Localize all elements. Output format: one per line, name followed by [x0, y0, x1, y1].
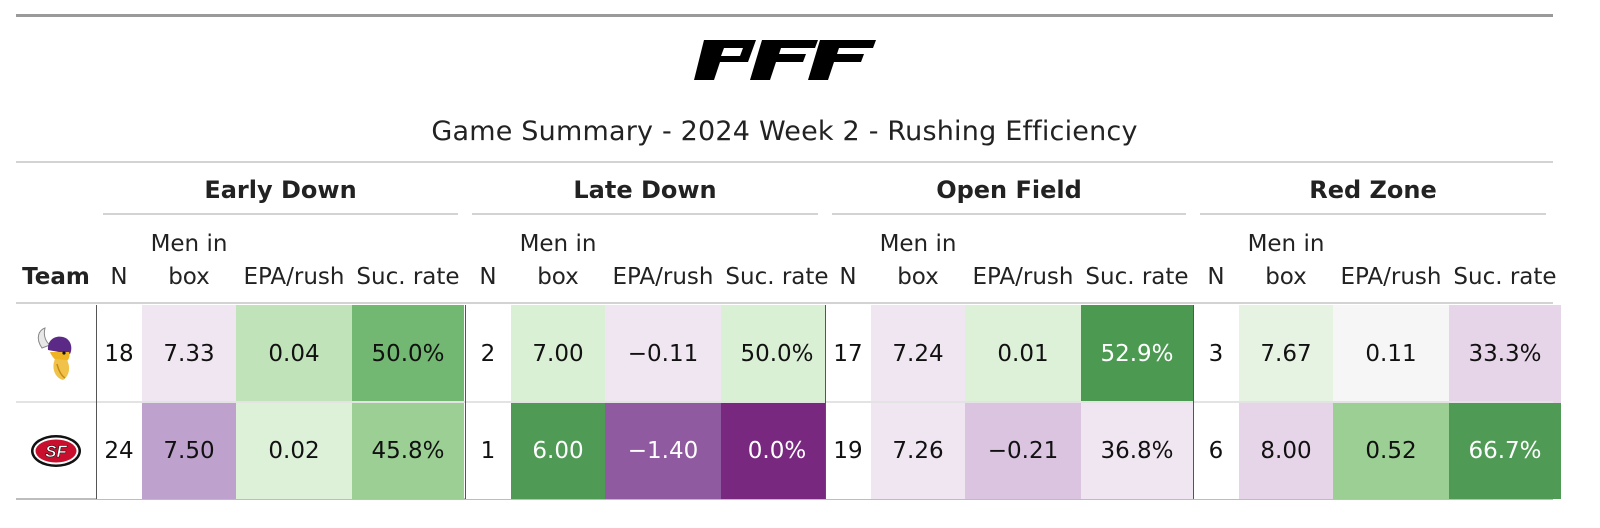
- column-header-suc: Suc. rate: [1085, 264, 1189, 290]
- group-underline: [832, 213, 1186, 215]
- group-underline: [472, 213, 818, 215]
- men-in-box-line1: Men in: [879, 231, 957, 257]
- table-cell-men: 7.26: [871, 403, 965, 499]
- table-cell-epa: 0.01: [965, 305, 1081, 403]
- top-border: [16, 14, 1553, 17]
- table-cell-suc: 66.7%: [1449, 403, 1561, 499]
- table-cell-suc: 33.3%: [1449, 305, 1561, 403]
- column-header-n: N: [479, 264, 497, 290]
- table-cell-epa: −0.11: [605, 305, 721, 403]
- table-cell-men: 6.00: [511, 403, 605, 499]
- pff-logo: [694, 40, 876, 80]
- row-separator: [16, 401, 1553, 403]
- column-header-men-in-box: Men in box: [871, 228, 965, 294]
- column-header-suc: Suc. rate: [356, 264, 460, 290]
- table-cell-suc: 50.0%: [721, 305, 833, 403]
- men-in-box-line2: box: [897, 264, 939, 290]
- column-header-n: N: [839, 264, 857, 290]
- group-header: Red Zone: [1309, 176, 1437, 204]
- men-in-box-line2: box: [1265, 264, 1307, 290]
- bottom-rule: [16, 498, 1553, 500]
- 49ers-logo-icon: SF: [16, 403, 96, 499]
- table-cell-men: 8.00: [1239, 403, 1333, 499]
- column-header-n: N: [1207, 264, 1225, 290]
- page-title: Game Summary - 2024 Week 2 - Rushing Eff…: [431, 116, 1138, 147]
- table-cell-suc: 36.8%: [1081, 403, 1193, 499]
- group-underline: [1200, 213, 1546, 215]
- table-cell-men: 7.00: [511, 305, 605, 403]
- table-cell-epa: 0.02: [236, 403, 352, 499]
- column-header-men-in-box: Men in box: [142, 228, 236, 294]
- men-in-box-line1: Men in: [1247, 231, 1325, 257]
- table-cell-n: 19: [825, 403, 871, 499]
- column-header-men-in-box: Men in box: [1239, 228, 1333, 294]
- column-header-epa: EPA/rush: [243, 264, 345, 290]
- vikings-logo-icon: [16, 305, 96, 403]
- table-cell-suc: 50.0%: [352, 305, 464, 403]
- column-header-epa: EPA/rush: [1340, 264, 1442, 290]
- men-in-box-line2: box: [537, 264, 579, 290]
- table-cell-epa: −0.21: [965, 403, 1081, 499]
- table-cell-men: 7.24: [871, 305, 965, 403]
- column-header-suc: Suc. rate: [725, 264, 829, 290]
- group-header: Early Down: [204, 176, 357, 204]
- table-cell-suc: 45.8%: [352, 403, 464, 499]
- group-separator: [96, 305, 97, 499]
- men-in-box-line1: Men in: [150, 231, 228, 257]
- column-header-epa: EPA/rush: [972, 264, 1074, 290]
- table-cell-n: 17: [825, 305, 871, 403]
- men-in-box-line2: box: [168, 264, 210, 290]
- table-cell-epa: 0.04: [236, 305, 352, 403]
- column-header-epa: EPA/rush: [612, 264, 714, 290]
- table-cell-n: 2: [465, 305, 511, 403]
- group-separator: [825, 305, 826, 499]
- table-cell-men: 7.33: [142, 305, 236, 403]
- group-separator: [1193, 305, 1194, 499]
- header-rule: [16, 302, 1553, 304]
- table-cell-epa: 0.11: [1333, 305, 1449, 403]
- table-cell-n: 18: [96, 305, 142, 403]
- column-header-suc: Suc. rate: [1453, 264, 1557, 290]
- group-header: Late Down: [573, 176, 717, 204]
- table-cell-epa: 0.52: [1333, 403, 1449, 499]
- group-header: Open Field: [936, 176, 1082, 204]
- column-header-n: N: [110, 264, 128, 290]
- column-header-men-in-box: Men in box: [511, 228, 605, 294]
- column-header-team: Team: [22, 264, 90, 290]
- table-cell-men: 7.50: [142, 403, 236, 499]
- table-cell-men: 7.67: [1239, 305, 1333, 403]
- table-cell-epa: −1.40: [605, 403, 721, 499]
- men-in-box-line1: Men in: [519, 231, 597, 257]
- table-cell-n: 24: [96, 403, 142, 499]
- table-cell-n: 6: [1193, 403, 1239, 499]
- svg-text:SF: SF: [45, 442, 67, 461]
- table-cell-n: 1: [465, 403, 511, 499]
- table-cell-n: 3: [1193, 305, 1239, 403]
- table-cell-suc: 0.0%: [721, 403, 833, 499]
- group-underline: [103, 213, 458, 215]
- table-cell-suc: 52.9%: [1081, 305, 1193, 403]
- title-rule: [16, 161, 1553, 163]
- group-separator: [465, 305, 466, 499]
